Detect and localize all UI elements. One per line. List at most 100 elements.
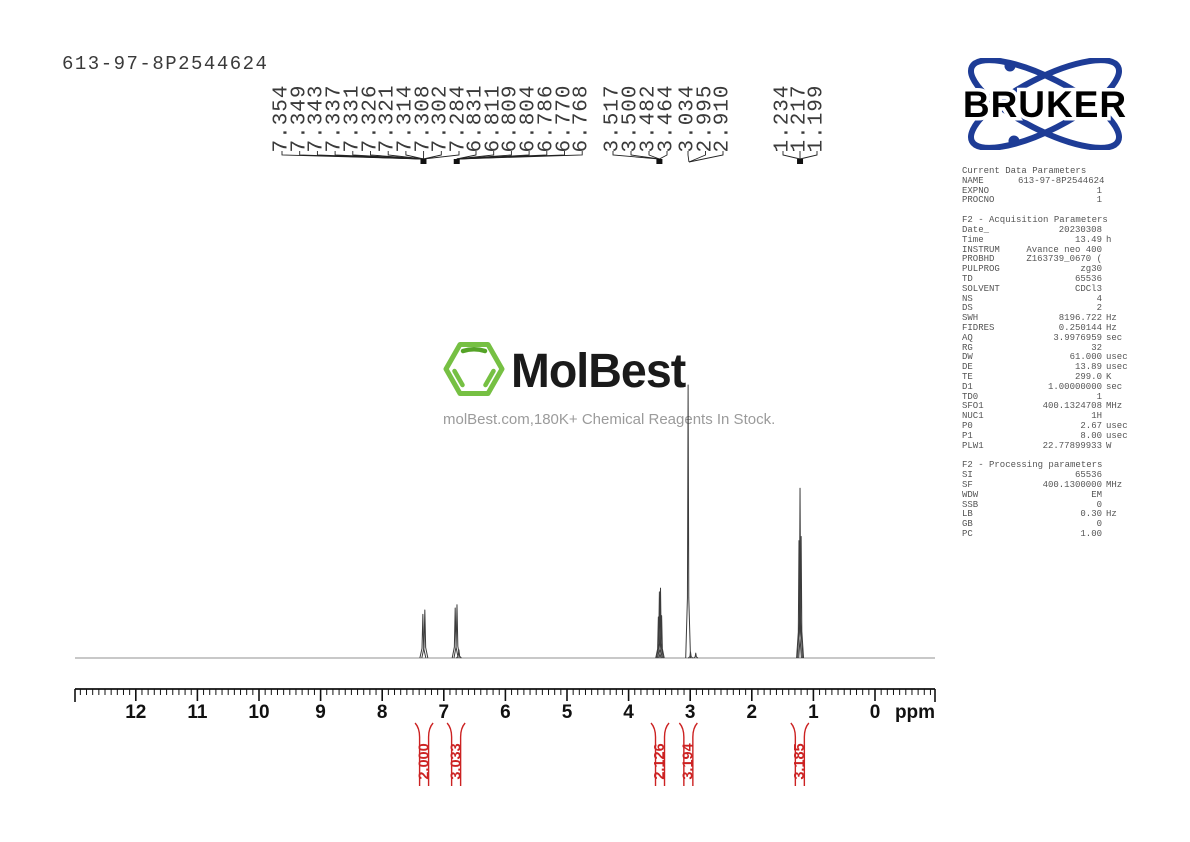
parameter-row: P0 2.67 usec [962,420,1128,431]
parameter-row: SWH 8196.722 Hz [962,313,1117,324]
nmr-peak [421,609,429,659]
peak-label-connector [456,151,583,160]
parameter-row: SFO1 400.1324708 MHz [962,401,1123,412]
nmr-peak [693,652,699,659]
nmr-peak [658,615,665,659]
x-axis-tick-label: 12 [125,702,146,723]
x-axis-tick-label: 5 [562,702,573,723]
peak-label-connector [423,151,460,160]
parameter-row: SSB 0 [962,499,1102,510]
sample-id: 613-97-8P2544624 [62,53,269,75]
bruker-orbits-icon [967,57,1123,151]
parameter-row: SI 65536 [962,470,1102,481]
parameter-section-header: F2 - Acquisition Parameters [962,215,1108,226]
parameter-row: PROCNO 1 [962,195,1102,206]
x-axis-tick-label: 1 [808,702,819,723]
x-axis-tick-label: 7 [439,702,450,723]
parameter-row: AQ 3.9976959 sec [962,332,1123,343]
peak-label-connector [405,151,424,160]
parameter-section: F2 - Processing parameters SI 65536 SF 400.1… [962,461,1140,539]
parameter-row: SF 400.1300000 MHz [962,479,1123,490]
parameter-listing: Current Data Parameters NAME 613-97-8P2544… [962,166,1140,550]
peak-label-connector [688,151,724,163]
parameter-section: F2 - Acquisition Parameters Date_ 20230308… [962,215,1140,451]
parameter-row: D1 1.00000000 sec [962,381,1123,392]
parameter-row: NS 4 [962,293,1102,304]
peak-label-connector [370,151,424,160]
parameter-section: Current Data Parameters NAME 613-97-8P2544… [962,166,1140,206]
peak-marker [797,159,804,164]
peak-marker [453,159,460,164]
peak-marker [656,159,663,164]
nmr-peak [655,616,662,659]
integral-value: 3.194 [681,743,697,779]
x-axis-tick-label: 3 [685,702,696,723]
parameter-row: TE 299.0 K [962,371,1112,382]
integral-value: 2.126 [652,743,668,779]
parameter-row: PROBHD Z163739_0670 ( [962,254,1102,265]
integral-bracket-right [427,722,434,786]
parameter-row: DS 2 [962,303,1102,314]
x-axis-tick-label: 0 [870,702,881,723]
parameter-row: PULPROG zg30 [962,264,1102,275]
parameter-row: DE 13.89 usec [962,362,1128,373]
x-axis-tick-label: 10 [248,702,269,723]
integral-bracket-right [692,722,698,786]
bruker-brand-text: BRUKER [963,84,1127,125]
integral-bracket-left [446,722,453,786]
integral-bracket-right [803,722,810,786]
parameter-row: Time 13.49 h [962,234,1112,245]
parameter-row: PC 1.00 [962,528,1102,539]
integral-bracket-left [678,722,685,786]
parameter-row: WDW EM [962,489,1102,500]
bruker-logo: BRUKER [950,57,1140,151]
nmr-peak [456,649,462,659]
parameter-row: SOLVENT CDCl3 [962,283,1102,294]
integral-bracket-left [790,722,797,786]
peak-label-connector [799,151,818,160]
parameter-section-header: Current Data Parameters [962,166,1087,176]
integral-bracket-left [414,722,421,786]
peak-label-connector [659,151,668,160]
peak-label-connector [648,151,660,160]
nmr-peak [419,613,427,659]
parameter-row: FIDRES 0.250144 Hz [962,322,1117,333]
integral-bracket-left [650,722,657,786]
peak-label-connector [630,151,660,160]
peak-label-connector [612,151,660,160]
parameter-row: TD0 1 [962,391,1102,402]
integral-bracket-right [663,722,670,786]
nmr-peak [687,651,694,659]
nmr-peak [797,487,803,659]
peak-label-connector [423,151,442,160]
parameter-row: NAME 613-97-8P2544624 [962,175,1105,186]
parameter-row: EXPNO 1 [962,185,1102,196]
integral-value: 2.000 [416,743,432,779]
nmr-peak [798,536,805,659]
x-axis-unit-label: ppm [895,702,935,723]
integral-value: 3.185 [792,743,808,779]
parameter-row: NUC1 1H [962,411,1102,422]
x-axis-tick-label: 4 [623,702,634,723]
peak-label-connector [687,151,690,163]
molbest-brand-text: MolBest [511,345,686,398]
x-axis-tick-label: 9 [315,702,326,723]
parameter-row: INSTRUM Avance neo 400 [962,244,1102,255]
x-axis-tick-label: 6 [500,702,511,723]
molbest-tagline: molBest.com,180K+ Chemical Reagents In S… [443,411,776,428]
parameter-section-header: F2 - Processing parameters [962,460,1103,471]
parameter-row: GB 0 [962,519,1102,530]
benzene-hexagon-icon [443,340,505,403]
parameter-row: PLW1 22.77899933 W [962,440,1112,451]
x-axis-tick-label: 2 [747,702,758,723]
parameter-row: DW 61.000 usec [962,352,1128,363]
parameter-row: RG 32 [962,342,1102,353]
peak-marker [420,159,427,164]
parameter-row: TD 65536 [962,273,1102,284]
nmr-peak [685,384,692,659]
integral-value: 3.033 [448,743,464,779]
peak-label-connector [782,151,801,160]
peak-label-connector [456,151,477,160]
